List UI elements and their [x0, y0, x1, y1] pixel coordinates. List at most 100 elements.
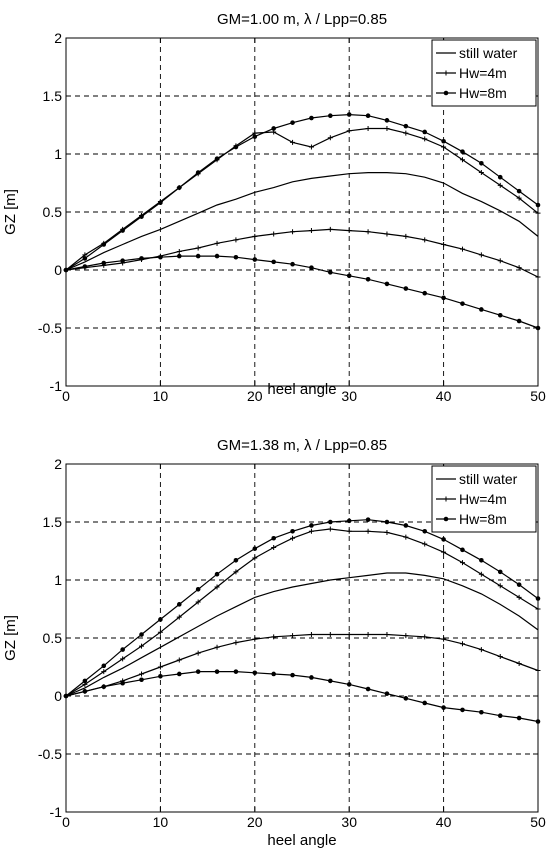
data-point: [290, 528, 295, 534]
data-point: [403, 633, 409, 639]
y-tick-label: -0.5: [38, 320, 62, 336]
data-point: [460, 547, 465, 553]
data-point: [233, 557, 239, 563]
data-point: [290, 261, 295, 267]
data-point: [327, 226, 333, 232]
data-point: [422, 528, 428, 534]
data-point: [403, 233, 409, 239]
data-point: [497, 182, 503, 188]
data-point: [403, 286, 409, 291]
data-point: [497, 569, 503, 575]
series-line-2: [65, 228, 539, 278]
y-tick-label: 1.5: [43, 88, 63, 104]
data-point: [346, 682, 352, 687]
data-point: [365, 113, 371, 119]
data-point: [176, 671, 182, 677]
y-tick-label: -1: [50, 378, 63, 394]
data-point: [422, 129, 428, 135]
data-point: [422, 634, 428, 640]
legend-label: still water: [459, 45, 518, 61]
legend-label: still water: [459, 471, 518, 487]
series-line-3: [65, 127, 539, 271]
data-point: [422, 700, 428, 706]
data-point: [195, 245, 201, 251]
data-point: [252, 670, 258, 676]
data-point: [176, 602, 182, 607]
data-point: [252, 233, 258, 239]
data-point: [290, 535, 296, 541]
data-point: [214, 584, 220, 590]
data-point: [346, 632, 352, 638]
data-point: [214, 669, 220, 674]
data-point: [516, 265, 522, 271]
data-point: [441, 705, 446, 710]
data-point: [516, 715, 522, 721]
x-tick-label: 0: [62, 814, 70, 830]
data-point: [327, 135, 333, 141]
data-point: [233, 254, 239, 260]
data-point: [516, 582, 522, 587]
data-point: [497, 174, 503, 180]
data-point: [139, 214, 144, 219]
data-point: [479, 160, 484, 166]
data-point: [271, 231, 277, 237]
data-point: [252, 636, 258, 642]
data-point: [120, 258, 125, 264]
series-line-4: [65, 670, 539, 723]
data-point: [120, 647, 125, 652]
data-point: [139, 671, 145, 677]
x-tick-label: 0: [62, 388, 70, 404]
data-point: [479, 557, 484, 563]
data-point: [441, 549, 447, 555]
chart-title: GM=1.38 m, λ / Lpp=0.85: [217, 437, 387, 454]
data-point: [384, 519, 390, 525]
data-point: [309, 115, 314, 121]
data-point: [308, 528, 314, 534]
data-point: [139, 256, 144, 261]
x-tick-label: 30: [341, 814, 357, 830]
data-point: [459, 157, 465, 163]
data-point: [403, 696, 409, 701]
data-point: [139, 632, 144, 637]
data-point: [497, 713, 503, 719]
legend-label: Hw=4m: [459, 491, 507, 507]
data-point: [158, 673, 163, 679]
data-point: [478, 647, 484, 653]
y-tick-label: 0.5: [43, 204, 63, 220]
y-tick-label: 1: [54, 146, 62, 162]
data-point: [252, 257, 258, 262]
data-point: [271, 545, 277, 551]
data-point: [384, 691, 390, 696]
data-point: [214, 571, 220, 577]
data-point: [516, 188, 522, 194]
chart-title: GM=1.00 m, λ / Lpp=0.85: [217, 11, 387, 28]
data-point: [441, 144, 447, 150]
x-tick-label: 20: [247, 388, 263, 404]
data-point: [309, 675, 314, 680]
y-tick-label: 2: [54, 456, 62, 472]
legend-marker: [443, 70, 449, 76]
data-point: [516, 195, 522, 201]
data-point: [271, 634, 277, 640]
data-point: [384, 118, 390, 123]
data-point: [195, 669, 201, 674]
y-axis-label: GZ [m]: [2, 615, 19, 661]
legend-label: Hw=8m: [459, 511, 507, 527]
data-point: [384, 125, 390, 131]
legend-marker: [443, 516, 449, 522]
data-point: [290, 120, 295, 125]
data-point: [478, 571, 484, 577]
data-point: [365, 517, 371, 522]
data-point: [478, 252, 484, 258]
data-point: [328, 519, 333, 525]
data-point: [271, 259, 276, 265]
data-point: [176, 657, 182, 663]
data-point: [346, 228, 352, 234]
x-tick-label: 50: [530, 814, 546, 830]
legend-label: Hw=4m: [459, 65, 507, 81]
data-point: [365, 276, 371, 282]
data-point: [120, 680, 125, 686]
data-point: [82, 689, 88, 694]
data-point: [195, 253, 201, 259]
data-point: [497, 583, 503, 589]
